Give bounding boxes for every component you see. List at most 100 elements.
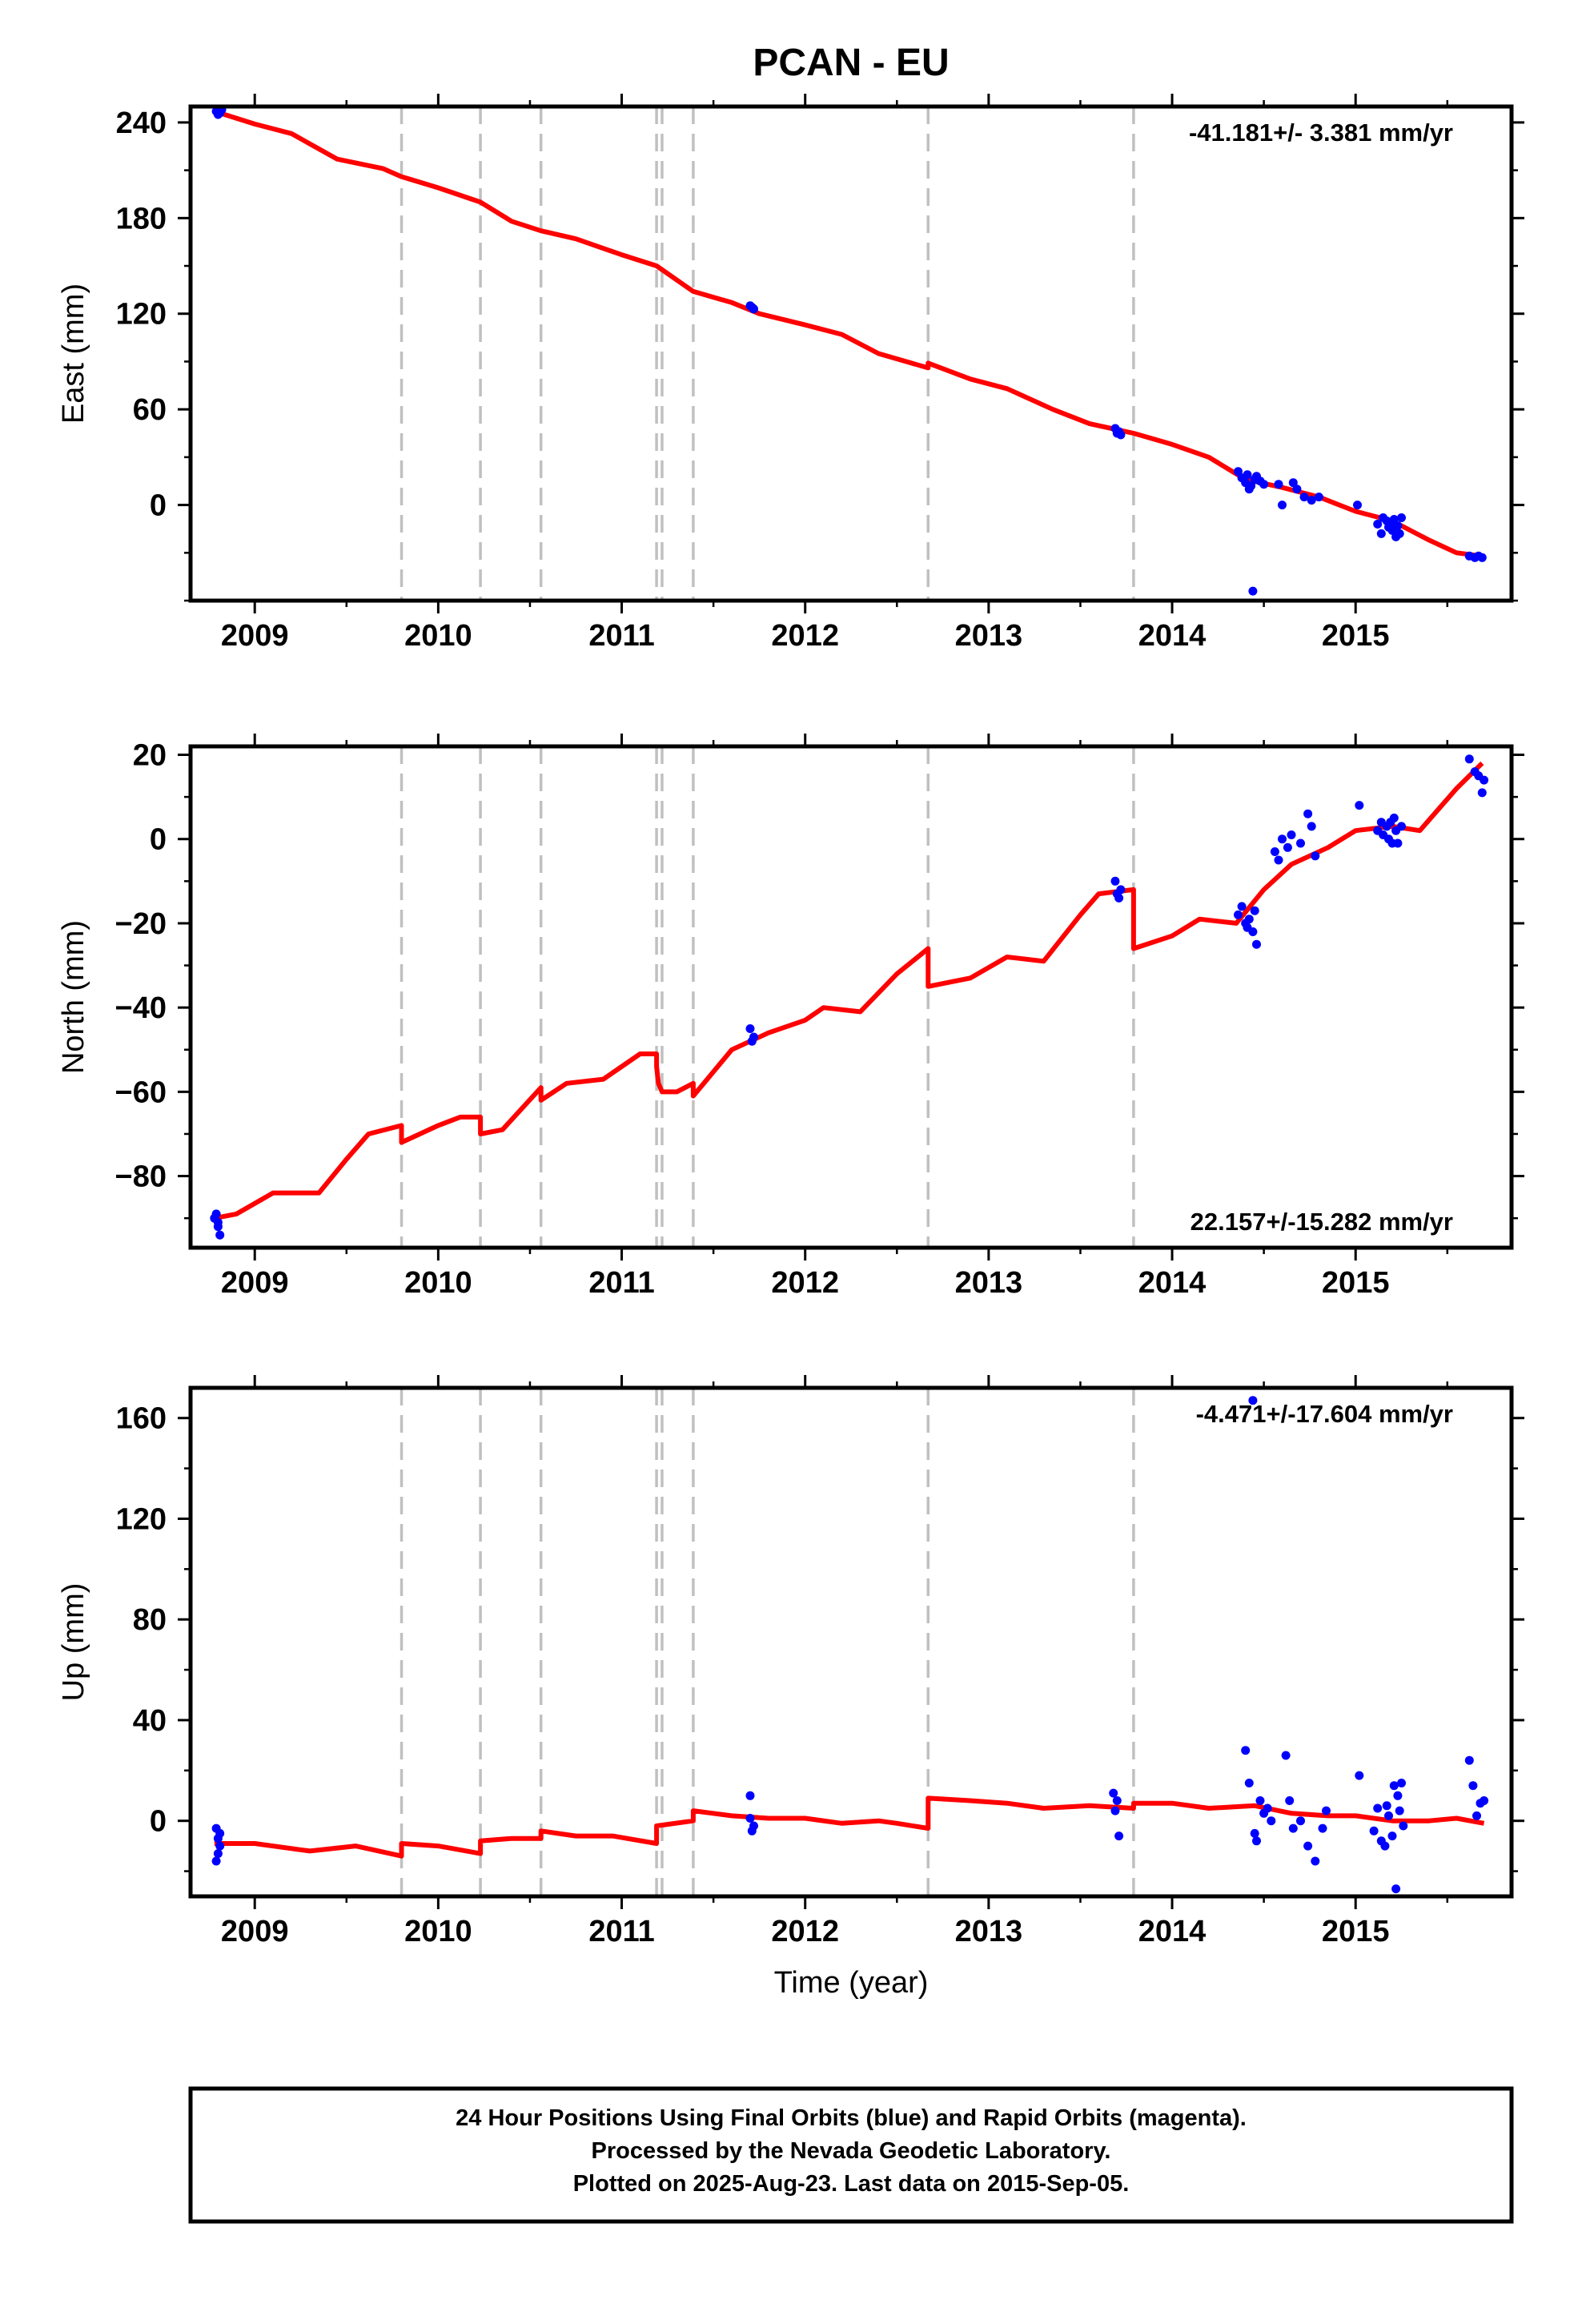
- north-data-point: [210, 1213, 219, 1223]
- up-data-point: [1472, 1811, 1481, 1820]
- east-data-point: [1314, 493, 1323, 502]
- up-data-point: [1288, 1823, 1298, 1833]
- east-x-tick-label: 2011: [588, 619, 654, 653]
- north-data-point: [1250, 906, 1259, 915]
- north-panel: 2009 2010 2011 2012 2013 2014 2015 −80 −60 −40 −20…: [57, 734, 1524, 1300]
- north-data-point: [215, 1230, 225, 1240]
- north-rate-label: 22.157+/-15.282 mm/yr: [1191, 1208, 1453, 1236]
- east-y-axis-label: East (mm): [57, 283, 90, 424]
- north-data-point: [1283, 842, 1292, 852]
- up-data-point: [1281, 1751, 1291, 1760]
- up-data-point: [1244, 1779, 1254, 1787]
- east-x-tick-label: 2009: [221, 619, 289, 653]
- east-data-point: [1247, 481, 1256, 491]
- up-x-tick-label: 2009: [221, 1915, 289, 1948]
- up-data-point: [1480, 1796, 1489, 1805]
- north-data-point: [1296, 838, 1305, 848]
- up-y-tick-label: 80: [133, 1603, 167, 1637]
- up-data-point: [1387, 1831, 1397, 1841]
- up-data-point: [1322, 1806, 1331, 1815]
- up-x-tick-label: 2010: [404, 1915, 472, 1948]
- north-x-tick-label: 2013: [955, 1266, 1023, 1300]
- up-data-point: [1241, 1746, 1251, 1755]
- north-data-point: [1244, 915, 1254, 924]
- east-y-tick-label: 120: [116, 298, 167, 332]
- east-data-point: [1477, 553, 1487, 562]
- caption-line-1: 24 Hour Positions Using Final Orbits (bl…: [456, 2105, 1247, 2131]
- north-frame: [188, 744, 1514, 1250]
- north-x-tick-label: 2009: [221, 1266, 289, 1300]
- east-data-point: [1389, 515, 1399, 524]
- north-x-tick-label: 2010: [404, 1266, 472, 1300]
- up-data-point: [1303, 1841, 1313, 1851]
- north-data-point: [1311, 851, 1320, 861]
- east-data-point: [747, 303, 757, 312]
- north-data-point: [1248, 927, 1258, 936]
- east-model-line: [213, 109, 1483, 559]
- up-data-point: [1393, 1791, 1403, 1800]
- east-frame: [188, 104, 1514, 603]
- north-y-tick-label: −40: [115, 991, 167, 1025]
- east-data-point: [1248, 586, 1258, 596]
- up-data-point: [1250, 1828, 1259, 1838]
- east-y-tick-label: 240: [116, 107, 167, 140]
- up-data-point: [213, 1849, 223, 1859]
- east-x-tick-label: 2015: [1322, 619, 1390, 653]
- east-y-tick-label: 180: [116, 202, 167, 235]
- north-data-point: [745, 1024, 755, 1033]
- up-data-point: [1355, 1771, 1364, 1780]
- north-data-point: [1480, 775, 1489, 785]
- up-y-tick-label: 120: [116, 1502, 167, 1536]
- east-data-point: [1299, 493, 1309, 502]
- east-data-point: [1373, 520, 1383, 529]
- north-data-point: [1307, 822, 1316, 831]
- north-data-point: [1278, 834, 1287, 844]
- east-data-point: [1397, 513, 1406, 522]
- east-data-point: [1288, 478, 1298, 488]
- up-data-point: [1285, 1796, 1295, 1805]
- up-data-point: [1318, 1823, 1327, 1833]
- up-data-point: [1311, 1856, 1320, 1866]
- north-data-point: [1237, 902, 1247, 911]
- up-model-line: [214, 1795, 1485, 1859]
- up-data-point: [1296, 1816, 1305, 1826]
- east-x-tick-label: 2013: [955, 619, 1023, 653]
- north-data-point: [1393, 838, 1403, 848]
- up-rate-label: -4.471+/-17.604 mm/yr: [1196, 1400, 1453, 1428]
- north-model-line: [214, 761, 1484, 1221]
- north-x-tick-label: 2014: [1138, 1266, 1207, 1300]
- north-data-point: [749, 1032, 758, 1042]
- up-y-tick-label: 40: [133, 1704, 167, 1738]
- north-data-point: [1114, 893, 1124, 903]
- up-data-point: [1382, 1801, 1391, 1811]
- up-y-tick-label: 0: [150, 1805, 167, 1839]
- up-data-point: [1397, 1779, 1406, 1787]
- caption-line-3: Plotted on 2025-Aug-23. Last data on 201…: [573, 2171, 1130, 2197]
- up-data-point: [745, 1814, 755, 1823]
- up-data-point: [1468, 1781, 1478, 1791]
- up-data-point: [1464, 1755, 1474, 1765]
- up-plot-area: [211, 1388, 1489, 1896]
- up-x-tick-label: 2011: [588, 1915, 654, 1948]
- north-data-point: [1116, 885, 1126, 895]
- up-data-point: [1252, 1836, 1261, 1846]
- up-data-point: [1255, 1796, 1265, 1805]
- up-x-tick-label: 2012: [771, 1915, 839, 1948]
- north-x-tick-label: 2012: [771, 1266, 839, 1300]
- up-data-point: [215, 1841, 225, 1851]
- up-frame: [188, 1385, 1514, 1899]
- north-y-tick-label: −20: [115, 907, 167, 941]
- north-data-point: [1270, 847, 1279, 856]
- east-y-tick-label: 0: [150, 489, 167, 523]
- up-data-point: [1380, 1841, 1390, 1851]
- up-data-point: [1110, 1806, 1120, 1815]
- east-plot-area: [211, 107, 1487, 601]
- up-y-axis-label: Up (mm): [57, 1583, 90, 1702]
- east-rate-label: -41.181+/- 3.381 mm/yr: [1189, 119, 1453, 147]
- east-y-tick-label: 60: [133, 393, 167, 427]
- up-data-point: [1109, 1788, 1118, 1798]
- up-data-point: [1391, 1884, 1401, 1894]
- up-data-point: [1267, 1816, 1276, 1826]
- up-data-point: [749, 1821, 758, 1831]
